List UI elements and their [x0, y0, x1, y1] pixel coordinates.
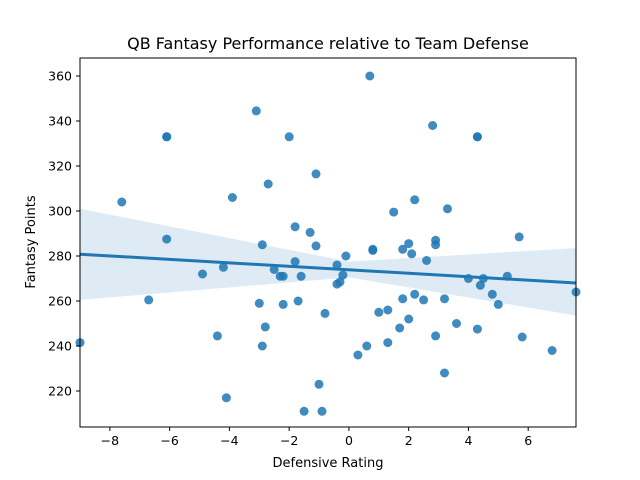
- data-point: [404, 239, 414, 249]
- data-point: [257, 240, 267, 250]
- data-point: [487, 289, 497, 299]
- data-point: [305, 227, 315, 237]
- data-point: [428, 121, 438, 130]
- x-tick-label: −8: [101, 433, 119, 448]
- confidence-band: [80, 208, 576, 316]
- y-tick-label: 300: [48, 204, 72, 219]
- data-point: [257, 341, 267, 351]
- y-tick-label: 280: [48, 249, 72, 264]
- data-point: [514, 232, 524, 242]
- data-point: [218, 262, 228, 272]
- x-tick-label: 6: [524, 433, 532, 448]
- data-point: [383, 338, 393, 348]
- data-point: [269, 265, 279, 274]
- data-point: [419, 295, 429, 305]
- data-point: [296, 271, 306, 281]
- data-point: [368, 244, 378, 254]
- data-point: [198, 269, 207, 279]
- data-point: [362, 341, 372, 351]
- x-tick-label: −2: [280, 433, 298, 448]
- data-point: [221, 393, 231, 403]
- y-tick-label: 320: [48, 159, 72, 174]
- x-tick-label: −4: [220, 433, 238, 448]
- data-point: [117, 197, 127, 207]
- x-axis-label: Defensive Rating: [273, 456, 384, 471]
- data-point: [374, 307, 384, 317]
- data-point: [144, 295, 154, 305]
- data-point: [263, 179, 273, 189]
- data-point: [410, 195, 420, 205]
- data-point: [260, 322, 270, 332]
- data-point: [395, 323, 405, 333]
- regression-line: [79, 252, 577, 285]
- data-point: [383, 305, 393, 315]
- y-axis-label: Fantasy Points: [24, 195, 39, 288]
- y-tick-label: 340: [48, 114, 72, 129]
- data-point: [472, 324, 482, 334]
- regression-line-layer: [79, 252, 577, 285]
- y-axis-ticks: 220 240 260 280 300 320 340 360: [48, 69, 80, 399]
- data-point: [389, 207, 399, 217]
- data-point: [341, 251, 351, 261]
- x-tick-label: −6: [160, 433, 178, 448]
- x-tick-label: 4: [464, 433, 472, 448]
- data-point: [290, 222, 300, 232]
- data-point: [212, 331, 222, 341]
- data-point: [314, 379, 324, 389]
- plot-frame: [79, 57, 577, 428]
- data-point: [320, 308, 330, 318]
- data-point: [398, 294, 408, 304]
- x-tick-label: 2: [405, 433, 413, 448]
- data-point: [422, 256, 432, 265]
- data-point: [493, 299, 503, 309]
- data-point: [440, 294, 449, 304]
- x-tick-label: 0: [345, 433, 353, 448]
- data-point: [278, 299, 288, 309]
- data-point: [332, 260, 342, 270]
- data-point: [398, 244, 408, 254]
- data-point: [278, 271, 288, 281]
- data-point: [227, 193, 237, 202]
- data-point: [311, 169, 321, 179]
- x-axis-ticks: −8 −6 −4 −2 0 2 4 6: [101, 427, 532, 448]
- data-point: [404, 314, 414, 324]
- data-point: [440, 368, 449, 378]
- data-point: [431, 240, 441, 250]
- data-point: [299, 406, 309, 416]
- confidence-band-layer: [80, 208, 576, 316]
- data-point: [431, 331, 441, 341]
- data-point: [162, 234, 172, 244]
- data-point: [410, 289, 420, 299]
- y-tick-label: 220: [48, 384, 72, 399]
- data-point: [293, 296, 303, 306]
- data-point: [317, 406, 327, 416]
- data-point: [353, 350, 363, 360]
- data-point: [290, 257, 300, 267]
- data-point: [338, 270, 348, 280]
- data-point: [254, 298, 264, 308]
- data-point: [452, 319, 461, 328]
- data-point: [475, 280, 485, 290]
- data-point: [284, 132, 294, 142]
- y-tick-label: 240: [48, 339, 72, 354]
- data-point: [251, 106, 261, 116]
- data-point: [547, 346, 557, 355]
- data-point: [407, 249, 417, 259]
- chart-title: QB Fantasy Performance relative to Team …: [127, 34, 529, 53]
- data-point: [472, 132, 482, 142]
- y-tick-label: 360: [48, 69, 72, 84]
- data-point: [335, 277, 345, 287]
- data-point: [311, 241, 321, 251]
- y-tick-label: 260: [48, 294, 72, 309]
- data-point: [443, 204, 452, 214]
- data-point: [162, 132, 172, 142]
- data-point: [517, 332, 527, 342]
- data-point: [365, 71, 375, 81]
